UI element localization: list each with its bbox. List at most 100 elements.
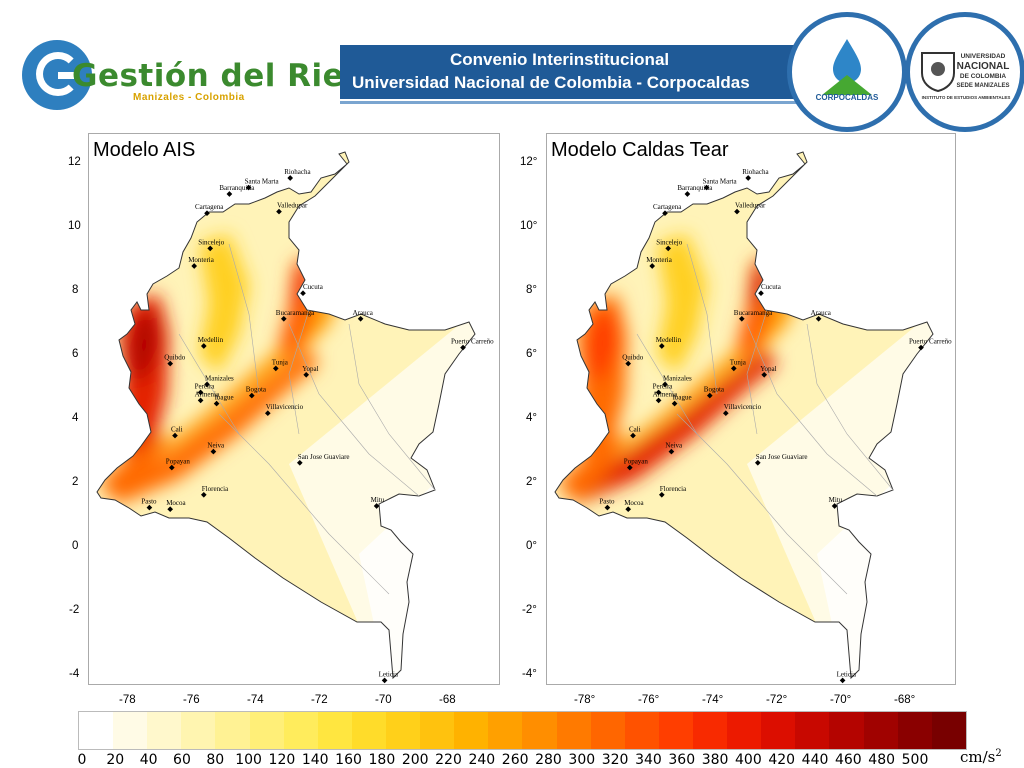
color-bar-label: 440 xyxy=(801,752,829,768)
city-label: San Jose Guaviare xyxy=(756,453,808,461)
city-label: Manizales xyxy=(205,374,234,382)
city-marker xyxy=(207,245,214,252)
color-bar-label: 60 xyxy=(173,752,191,768)
color-bar-label: 240 xyxy=(468,752,496,768)
city-label: Barranquilla xyxy=(677,184,713,192)
department-border xyxy=(288,309,310,435)
city-marker xyxy=(815,315,822,322)
department-border xyxy=(746,323,878,497)
city-marker xyxy=(191,263,198,269)
city-marker xyxy=(200,343,207,349)
y-tick-label: 6° xyxy=(526,348,537,360)
city-label: Bogota xyxy=(704,386,725,394)
y-tick-label: 10 xyxy=(68,220,81,232)
country-border xyxy=(554,151,934,680)
city-marker xyxy=(248,392,255,399)
city-label: Cali xyxy=(171,426,183,434)
y-tick-label: 4 xyxy=(72,412,79,424)
city-marker xyxy=(918,344,924,351)
map-title-caldas-tear: Modelo Caldas Tear xyxy=(549,139,731,162)
x-tick-label: -76° xyxy=(638,694,660,706)
y-tick-label: -2° xyxy=(522,604,537,616)
x-tick-label: -68 xyxy=(439,694,456,706)
y-tick-label: 2 xyxy=(72,476,79,488)
x-tick-label: -72 xyxy=(311,694,328,706)
x-tick-label: -68° xyxy=(894,694,916,706)
city-marker xyxy=(210,448,217,455)
department-border xyxy=(288,323,420,497)
city-label: Riohacha xyxy=(284,168,311,176)
city-label: Ibague xyxy=(673,394,692,402)
city-label: Barranquilla xyxy=(219,184,255,192)
header-banner-underline xyxy=(340,101,802,104)
color-bar-label: 360 xyxy=(668,752,696,768)
x-tick-label: -76 xyxy=(183,694,200,706)
city-marker xyxy=(264,410,271,417)
color-bar-swatch xyxy=(590,712,625,749)
department-border xyxy=(676,413,848,595)
city-label: Arauca xyxy=(353,309,374,317)
city-label: Arauca xyxy=(811,309,832,317)
city-marker xyxy=(671,400,678,407)
city-label: Cartagena xyxy=(653,203,682,211)
hazard-south-coast xyxy=(557,434,627,504)
unal-name-3: DE COLOMBIA xyxy=(959,73,1007,80)
city-label: Ibague xyxy=(215,394,234,402)
color-bar-label: 80 xyxy=(206,752,225,768)
color-bar-swatch xyxy=(658,712,693,749)
color-bar-swatch xyxy=(249,712,284,749)
city-marker xyxy=(276,208,282,215)
city-marker xyxy=(245,184,252,191)
x-tick-label: -70° xyxy=(830,694,852,706)
y-tick-label: 8 xyxy=(72,284,79,296)
city-marker xyxy=(303,371,310,378)
map-panel-ais: Riohacha Santa Marta Barranquilla Cartagena… xyxy=(88,133,500,685)
hazard-central-zone xyxy=(657,234,707,374)
city-label: Armenia xyxy=(653,390,678,398)
city-marker xyxy=(761,371,768,378)
y-tick-label: 12° xyxy=(520,156,538,168)
city-label: Neiva xyxy=(207,442,225,450)
department-border xyxy=(228,243,260,395)
city-label: Sincelejo xyxy=(656,238,683,246)
color-bar xyxy=(78,711,967,750)
color-bar-swatch xyxy=(556,712,591,749)
city-label: Mitu xyxy=(829,496,843,504)
city-marker xyxy=(146,504,153,511)
unal-name-1: UNIVERSIDAD xyxy=(960,53,1006,60)
city-label: Monteria xyxy=(188,256,215,264)
city-marker xyxy=(167,506,174,513)
unal-institute: INSTITUTO DE ESTUDIOS AMBIENTALES xyxy=(921,95,1011,100)
color-bar-swatch xyxy=(147,712,182,749)
city-label: Bucaramanga xyxy=(276,309,315,317)
logo-g-icon xyxy=(36,52,80,96)
color-bar-label: 140 xyxy=(301,752,329,768)
color-bar-label: 0 xyxy=(77,752,87,768)
color-bar-label: 480 xyxy=(868,752,896,768)
city-label: Puerto Carreño xyxy=(451,338,494,346)
city-label: Villavicencio xyxy=(724,403,762,411)
city-label: Popayan xyxy=(624,458,649,466)
city-label: Mocoa xyxy=(624,499,644,507)
color-bar-label: 460 xyxy=(834,752,862,768)
city-label: Bogota xyxy=(246,386,267,394)
color-bar-label: 280 xyxy=(535,752,562,768)
unal-sede: SEDE MANIZALES xyxy=(956,83,1010,89)
city-marker xyxy=(662,210,668,217)
color-bar-unit: cm/s2 xyxy=(960,748,1002,766)
country-border xyxy=(96,151,476,680)
city-label: Santa Marta xyxy=(703,178,738,186)
city-marker xyxy=(831,503,838,509)
city-marker xyxy=(630,432,636,439)
hazard-band-core xyxy=(119,349,319,504)
city-label: Riohacha xyxy=(742,168,769,176)
city-marker xyxy=(213,400,220,407)
logo-subtitle: Manizales - Colombia xyxy=(133,92,245,103)
city-marker xyxy=(738,315,745,322)
color-bar-swatch xyxy=(283,712,318,749)
department-border xyxy=(218,413,390,595)
y-tick-label: 10° xyxy=(520,220,538,232)
hazard-south-coast xyxy=(99,434,169,504)
